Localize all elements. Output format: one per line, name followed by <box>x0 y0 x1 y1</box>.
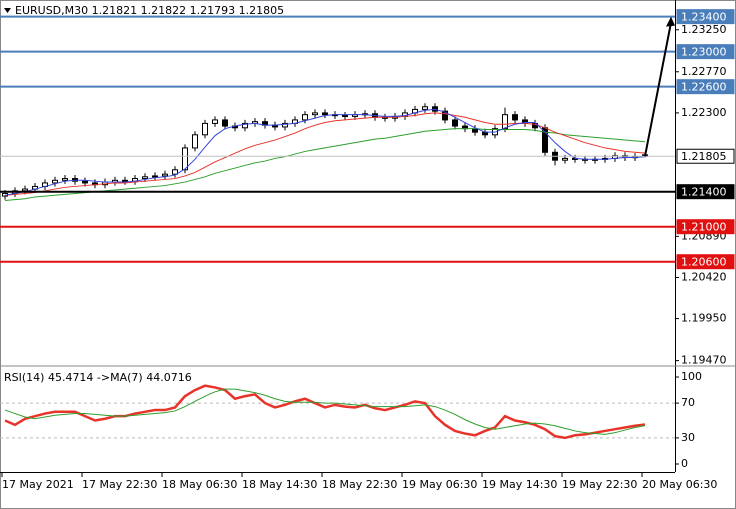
forecast-arrow <box>644 22 672 157</box>
candle-body <box>172 169 178 175</box>
y-tick-label: 70 <box>681 396 695 409</box>
candle-body <box>222 119 228 127</box>
candle-body <box>282 122 288 128</box>
candle-body <box>82 180 88 184</box>
level-label: 1.21400 <box>681 186 727 199</box>
y-tick-label: 1.22300 <box>681 106 727 119</box>
candle-body <box>162 173 168 177</box>
candle-body <box>312 112 318 116</box>
candle-body <box>22 188 28 192</box>
candle-body <box>142 176 148 180</box>
arrow-head <box>666 16 675 27</box>
candle-body <box>192 134 198 149</box>
x-tick-label: 19 May 14:30 <box>482 478 557 491</box>
candle-body <box>62 178 68 181</box>
candle-body <box>152 175 158 178</box>
level-label-box <box>676 148 735 164</box>
rsi-line <box>4 388 646 435</box>
level-label-box <box>676 9 735 25</box>
rsi-title: RSI(14) 45.4714 ->MA(7) 44.0716 <box>4 371 192 384</box>
candle-body <box>442 110 448 121</box>
y-tick-label: 1.20420 <box>681 270 727 283</box>
y-tick-label: 100 <box>681 370 702 383</box>
candle-body <box>202 122 208 136</box>
candle-body <box>452 119 458 127</box>
candle-body <box>242 122 248 129</box>
candle-body <box>502 114 508 130</box>
candle-body <box>422 106 428 110</box>
level-label: 1.21000 <box>681 221 727 234</box>
x-tick-label: 19 May 22:30 <box>562 478 637 491</box>
level-label: 1.23400 <box>681 11 727 24</box>
chart-title: EURUSD,M30 1.21821 1.21822 1.21793 1.218… <box>15 4 284 17</box>
x-tick-label: 18 May 14:30 <box>242 478 317 491</box>
y-tick-label: 30 <box>681 431 695 444</box>
level-label-box <box>676 219 735 235</box>
candle-body <box>122 179 128 182</box>
level-label: 1.20600 <box>681 256 727 269</box>
y-tick-label: 1.23250 <box>681 23 727 36</box>
y-tick-label: 1.19950 <box>681 312 727 325</box>
candle-body <box>182 147 188 171</box>
level-label: 1.23000 <box>681 46 727 59</box>
moving-average <box>4 108 646 196</box>
y-tick-label: 1.19470 <box>681 354 727 367</box>
candle-body <box>562 157 568 161</box>
candle-body <box>52 179 58 184</box>
x-tick-label: 19 May 06:30 <box>402 478 477 491</box>
y-tick-label: 1.22770 <box>681 65 727 78</box>
y-tick-label: 0 <box>681 457 688 470</box>
candle-body <box>322 112 328 116</box>
collapse-icon[interactable] <box>4 8 11 13</box>
candle-body <box>212 119 218 124</box>
level-label-box <box>676 44 735 60</box>
level-label: 1.22600 <box>681 81 727 94</box>
level-label: 1.21805 <box>681 150 727 163</box>
level-label-box <box>676 184 735 200</box>
x-tick-label: 20 May 06:30 <box>642 478 717 491</box>
level-label-box <box>676 79 735 95</box>
candle-body <box>302 114 308 121</box>
x-tick-label: 17 May 22:30 <box>82 478 157 491</box>
level-label-box <box>676 254 735 270</box>
x-tick-label: 18 May 06:30 <box>162 478 237 491</box>
x-tick-label: 18 May 22:30 <box>322 478 397 491</box>
candle-body <box>342 115 348 118</box>
moving-average <box>4 128 646 201</box>
rsi-line <box>4 384 646 440</box>
candle-body <box>512 114 518 121</box>
x-tick-label: 17 May 2021 <box>2 478 74 491</box>
